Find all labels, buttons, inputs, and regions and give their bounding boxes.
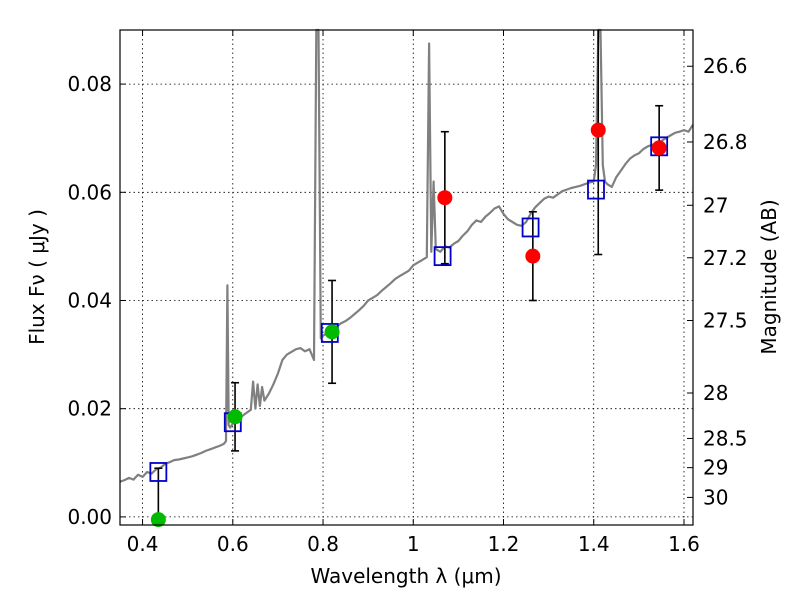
observed-point [437,190,453,206]
observed-point [651,140,667,156]
x-tick-label: 0.4 [127,532,159,556]
x-tick-label: 0.8 [307,532,339,556]
observed-point [525,248,541,264]
observed-point [227,409,243,425]
y-tick-label: 0.06 [67,180,112,204]
right-tick-label: 29 [703,456,728,480]
right-tick-label: 26.6 [703,54,748,78]
right-tick-label: 27.2 [703,246,748,270]
x-axis-label: Wavelength λ (μm) [310,564,501,588]
model-point [521,217,540,238]
observed-point [324,324,340,340]
y-tick-label: 0.00 [67,505,112,529]
error-bars [154,30,664,525]
x-tick-label: 1.4 [578,532,610,556]
model-point [149,462,168,482]
grid [120,30,693,525]
right-tick-label: 28.5 [703,426,748,450]
y-tick-label: 0.02 [67,397,112,421]
spectrum [119,28,694,483]
observed-points [150,122,667,528]
right-tick-label: 26.8 [703,130,748,154]
right-tick-label: 27.5 [703,309,748,333]
right-tick-label: 30 [703,485,728,509]
y-axis-ticks: 0.00 0.02 0.04 0.06 0.08 [67,72,126,529]
x-tick-label: 1.2 [488,532,520,556]
observed-point [150,512,166,528]
right-axis-label: Magnitude (AB) [757,199,781,354]
observed-point [590,122,606,138]
right-tick-label: 28 [703,381,728,405]
x-tick-label: 1.6 [668,532,700,556]
right-axis-ticks: 26.6 26.8 27 27.2 27.5 28 28.5 29 30 [687,54,748,509]
plot-frame [119,29,694,526]
right-tick-label: 27 [703,193,728,217]
x-tick-label: 0.6 [217,532,249,556]
y-tick-label: 0.04 [67,288,112,312]
x-tick-label: 1 [407,532,420,556]
x-axis-ticks: 0.4 0.6 0.8 1 1.2 1.4 1.6 [127,30,700,556]
model-point [433,246,452,267]
y-axis-label: Flux Fν ( μJy ) [25,209,49,345]
y-tick-label: 0.08 [67,72,112,96]
spectrum-line [119,28,694,483]
model-point [587,179,605,200]
